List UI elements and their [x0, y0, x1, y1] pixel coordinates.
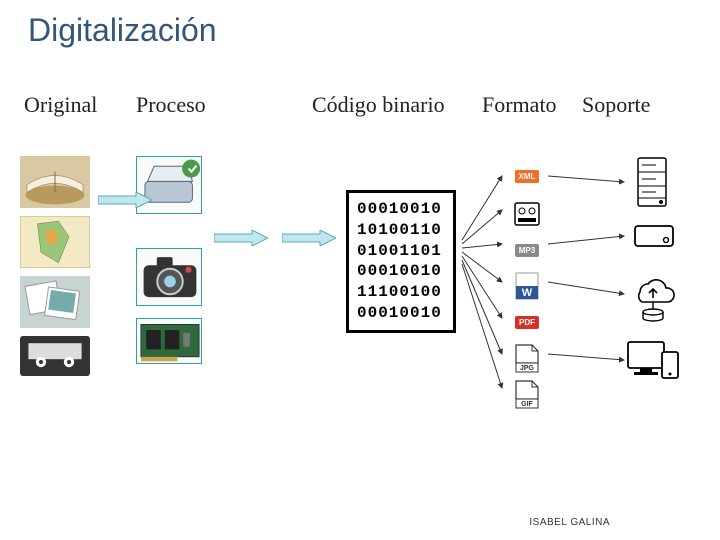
binary-line: 00010010	[357, 261, 445, 282]
format-mp3-icon: MP3	[508, 234, 546, 266]
thin-arrow	[462, 210, 502, 244]
header-proceso: Proceso	[136, 92, 206, 118]
original-map	[20, 216, 90, 268]
binary-code-box: 0001001010100110010011010001001011100100…	[346, 190, 456, 333]
thin-arrow	[462, 176, 502, 240]
binary-line: 01001101	[357, 241, 445, 262]
thin-arrow	[548, 282, 624, 294]
thin-arrow	[462, 256, 502, 318]
flow-arrow-1	[214, 230, 268, 246]
header-original: Original	[24, 92, 97, 118]
thin-arrow	[548, 236, 624, 244]
thin-arrow	[548, 354, 624, 360]
binary-line: 10100110	[357, 220, 445, 241]
svg-text:JPG: JPG	[520, 365, 535, 372]
format-word-icon: W	[508, 270, 546, 302]
soporte-drive-icon	[632, 218, 676, 257]
thin-arrow	[462, 244, 502, 248]
header-soporte: Soporte	[582, 92, 650, 118]
flow-arrow-2	[282, 230, 336, 246]
header-codigo: Código binario	[312, 92, 445, 118]
original-books	[20, 156, 90, 208]
binary-line: 00010010	[357, 303, 445, 324]
thin-arrow	[548, 176, 624, 182]
binary-line: 00010010	[357, 199, 445, 220]
original-photos	[20, 276, 90, 328]
proceso-camera	[136, 248, 202, 306]
soporte-devices-icon	[624, 338, 682, 389]
original-cassette	[20, 336, 90, 376]
thin-arrow	[462, 264, 502, 388]
proceso-capturecard	[136, 318, 202, 364]
format-xml-icon: XML	[508, 160, 546, 192]
page-title: Digitalización	[28, 12, 217, 49]
soporte-cloud-icon	[628, 272, 678, 331]
flow-arrow-0	[98, 192, 152, 208]
binary-line: 11100100	[357, 282, 445, 303]
format-video-icon	[508, 198, 546, 230]
thin-arrow	[462, 252, 502, 282]
thin-arrow	[462, 260, 502, 354]
svg-text:W: W	[522, 287, 533, 299]
format-pdf-icon: PDF	[508, 306, 546, 338]
format-jpg-icon: JPG	[508, 342, 546, 374]
soporte-server-icon	[632, 156, 672, 213]
header-formato: Formato	[482, 92, 557, 118]
footer-author: ISABEL GALINA	[529, 517, 610, 528]
format-gif-icon: GIF	[508, 378, 546, 410]
svg-text:GIF: GIF	[521, 401, 533, 408]
